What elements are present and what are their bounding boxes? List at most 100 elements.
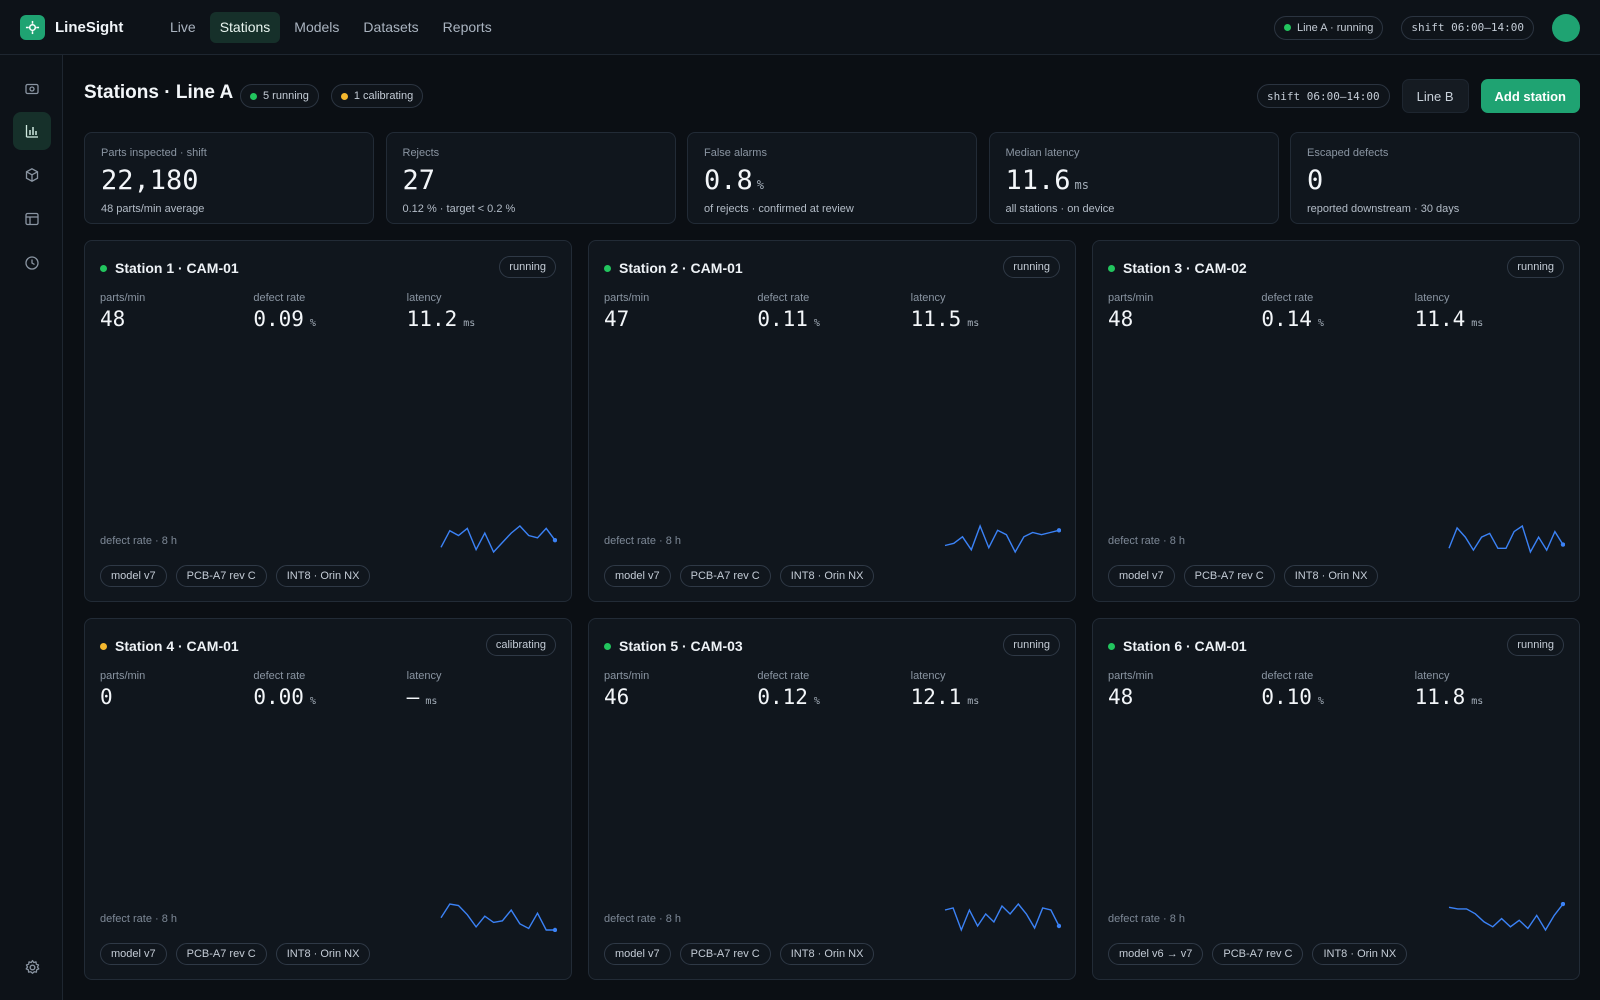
sidebar-item-settings[interactable] <box>13 948 51 986</box>
stat-value: 27 <box>402 165 436 196</box>
shift-filter-pill[interactable]: shift 06:00–14:00 <box>1257 84 1390 108</box>
stat-sub: 0.12 % · target < 0.2 % <box>402 203 516 215</box>
metric-latency: latency — ms <box>407 670 560 709</box>
stat-value-row: 27 <box>403 165 659 199</box>
line-status-pill[interactable]: Line A · running <box>1273 15 1384 40</box>
tag[interactable]: model v6 → v7 <box>1108 943 1204 965</box>
metric-label: latency <box>1414 292 1450 304</box>
metric-unit: ms <box>1471 696 1484 707</box>
stat-value: 0.8 <box>704 165 753 196</box>
station-header: Station 2 · CAM-01 <box>604 260 743 276</box>
station-metrics: parts/min 46 defect rate 0.12% latency 12.1 ms <box>604 670 1064 709</box>
metric-defect: defect rate 0.10% <box>1261 670 1414 709</box>
tag[interactable]: model v7 <box>100 565 167 587</box>
calibrating-badge[interactable]: 1 calibrating <box>330 84 424 108</box>
sparkline-path <box>440 525 556 554</box>
status-badge[interactable]: running <box>1507 634 1564 656</box>
nav-item-stations[interactable]: Stations <box>209 11 281 43</box>
sparkline-last-point <box>552 927 557 932</box>
station-metrics: parts/min 0 defect rate 0.00% latency — ms <box>100 670 560 709</box>
metric-value-row: 47 <box>604 307 757 331</box>
status-badge[interactable]: running <box>1507 256 1564 278</box>
logo[interactable]: LineSight <box>20 14 160 40</box>
sidebar-item-datasets[interactable] <box>13 200 51 238</box>
running-badge[interactable]: 5 running <box>240 84 319 108</box>
nav-item-models[interactable]: Models <box>294 18 340 35</box>
tag[interactable]: PCB-A7 rev C <box>175 565 267 587</box>
metric-label: latency <box>406 670 442 682</box>
tag[interactable]: model v7 <box>604 565 671 587</box>
metric-value-row: 0.11% <box>757 307 910 331</box>
station-card[interactable]: Station 5 · CAM-03 running parts/min 46 defe… <box>588 618 1076 980</box>
metric-parts: parts/min 48 <box>100 292 253 331</box>
tag[interactable]: INT8 · Orin NX <box>1312 943 1408 965</box>
tag[interactable]: INT8 · Orin NX <box>275 565 371 587</box>
nav-item-reports[interactable]: Reports <box>442 18 492 35</box>
status-dot <box>100 642 107 650</box>
sidebar-item-models[interactable] <box>13 156 51 194</box>
tag[interactable]: INT8 · Orin NX <box>1283 565 1379 587</box>
station-card[interactable]: Station 6 · CAM-01 running parts/min 48 defe… <box>1092 618 1580 980</box>
metric-parts: parts/min 48 <box>1108 670 1261 709</box>
station-card[interactable]: Station 1 · CAM-01 running parts/min 48 defe… <box>84 240 572 602</box>
stat-label: Parts inspected · shift <box>101 147 207 159</box>
metric-label: defect rate <box>757 670 810 682</box>
stat-label: Escaped defects <box>1307 147 1389 159</box>
tag[interactable]: model v7 <box>604 943 671 965</box>
metric-value: 0.10 <box>1261 685 1312 709</box>
metric-label: latency <box>406 292 442 304</box>
stat-unit: % <box>756 178 765 192</box>
sparkline-last-point <box>1560 542 1565 547</box>
tag[interactable]: model v7 <box>100 943 167 965</box>
camera-icon <box>25 83 39 95</box>
stat-value-row: 0 <box>1307 165 1563 199</box>
defect-rate-sparkline <box>440 903 557 932</box>
metric-value-row: 12.1 ms <box>911 685 1064 709</box>
gear-icon <box>25 959 39 974</box>
stat-unit: ms <box>1074 178 1089 192</box>
tag[interactable]: PCB-A7 rev C <box>679 943 771 965</box>
station-tags: model v7 PCB-A7 rev C INT8 · Orin NX <box>100 565 379 587</box>
station-metrics: parts/min 48 defect rate 0.10% latency 11.8 ms <box>1108 670 1568 709</box>
tag[interactable]: PCB-A7 rev C <box>679 565 771 587</box>
sidebar-item-history[interactable] <box>13 244 51 282</box>
status-badge[interactable]: running <box>499 256 556 278</box>
cube-icon <box>25 168 39 182</box>
stat-label: Rejects <box>402 147 440 159</box>
status-badge[interactable]: running <box>1003 634 1060 656</box>
sparkline-path <box>944 902 1060 932</box>
sidebar-item-live[interactable] <box>13 70 51 108</box>
avatar[interactable] <box>1552 13 1580 42</box>
station-card[interactable]: Station 4 · CAM-01 calibrating parts/min 0 d… <box>84 618 572 980</box>
history-icon <box>25 256 39 270</box>
tag[interactable]: model v7 <box>1108 565 1175 587</box>
status-badge[interactable]: running <box>1003 256 1060 278</box>
metric-label: latency <box>1414 670 1450 682</box>
tag[interactable]: PCB-A7 rev C <box>1183 565 1275 587</box>
main-nav: Live Stations Models Datasets Reports <box>160 11 506 43</box>
sidebar-item-stations[interactable] <box>13 112 51 150</box>
metric-value-row: 0.14% <box>1261 307 1414 331</box>
metric-value: 48 <box>1108 307 1134 331</box>
line-b-button[interactable]: Line B <box>1401 79 1469 113</box>
metric-unit: % <box>309 696 316 707</box>
metric-unit: % <box>813 696 820 707</box>
station-card[interactable]: Station 3 · CAM-02 running parts/min 48 defe… <box>1092 240 1580 602</box>
station-metrics: parts/min 48 defect rate 0.14% latency 11.4 ms <box>1108 292 1568 331</box>
tag[interactable]: PCB-A7 rev C <box>1212 943 1304 965</box>
tag[interactable]: INT8 · Orin NX <box>275 943 371 965</box>
station-card[interactable]: Station 2 · CAM-01 running parts/min 47 defe… <box>588 240 1076 602</box>
metric-value-row: 48 <box>100 307 253 331</box>
shift-pill[interactable]: shift 06:00–14:00 <box>1401 15 1534 40</box>
status-badge[interactable]: calibrating <box>485 634 556 656</box>
tag[interactable]: INT8 · Orin NX <box>779 943 875 965</box>
add-station-button[interactable]: Add station <box>1480 79 1580 113</box>
nav-item-live[interactable]: Live <box>170 18 196 35</box>
sparkline-last-point <box>1056 923 1061 929</box>
tag[interactable]: INT8 · Orin NX <box>779 565 875 587</box>
metric-value-row: 11.2 ms <box>407 307 560 331</box>
metric-latency: latency 11.8 ms <box>1415 670 1568 709</box>
station-title: Station 3 · CAM-02 <box>1123 260 1247 276</box>
nav-item-datasets[interactable]: Datasets <box>363 18 419 35</box>
tag[interactable]: PCB-A7 rev C <box>175 943 267 965</box>
